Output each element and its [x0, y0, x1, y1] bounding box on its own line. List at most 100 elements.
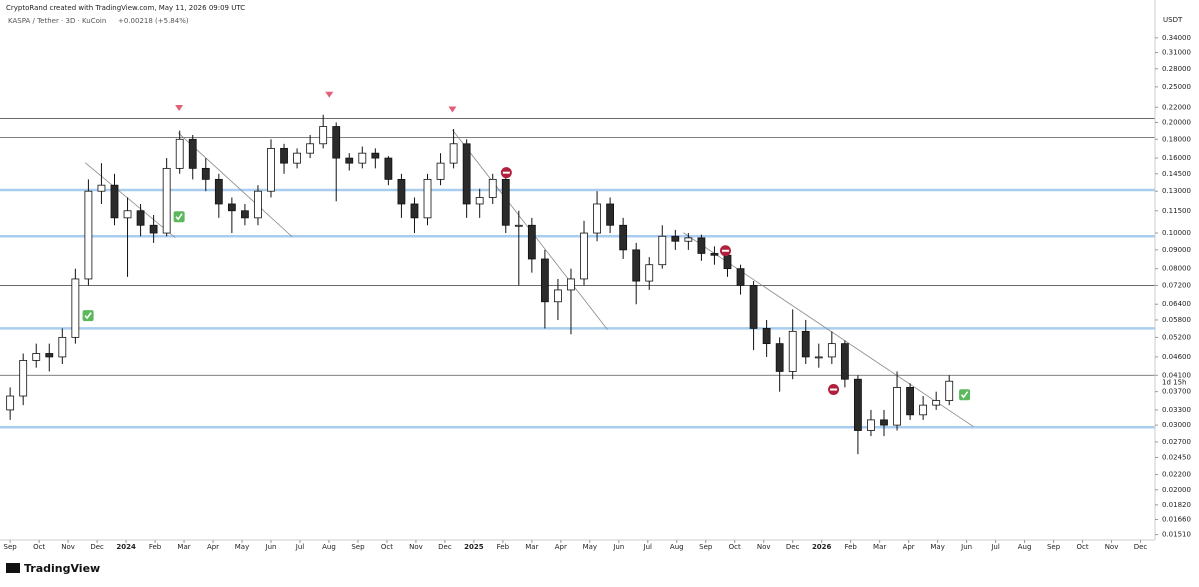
candle-body — [97, 184, 106, 192]
candle-body — [645, 264, 654, 282]
candle-body — [332, 126, 341, 159]
candle-body — [501, 178, 510, 226]
candle-body — [384, 157, 393, 180]
x-tick-label: Jul — [990, 543, 1000, 551]
candle-body — [488, 178, 497, 198]
candle-body — [945, 380, 954, 401]
x-tick-label: Apr — [903, 543, 915, 551]
candle-body — [619, 224, 628, 251]
candle-body — [6, 395, 15, 411]
stop-bar — [502, 171, 510, 174]
y-tick-label: 0.02200 — [1162, 471, 1191, 479]
x-tick-label: Oct — [1076, 543, 1088, 551]
x-tick-label: Mar — [177, 543, 190, 551]
check-tick — [84, 312, 92, 320]
candle-body — [840, 343, 849, 380]
y-unit: USDT — [1163, 16, 1183, 24]
candle-body — [175, 138, 184, 169]
y-tick-label: 0.20000 — [1162, 118, 1191, 126]
y-tick-label: 0.02000 — [1162, 486, 1191, 494]
candle-body — [736, 268, 745, 286]
x-tick-label: Dec — [1134, 543, 1148, 551]
x-tick-label: Sep — [1047, 543, 1061, 551]
candle-body — [762, 328, 771, 345]
x-tick-label: 2024 — [116, 543, 136, 551]
candle-body — [227, 203, 236, 212]
logo-text: TradingView — [24, 562, 100, 575]
x-tick-label: Mar — [525, 543, 538, 551]
x-tick-label: Apr — [555, 543, 567, 551]
x-tick-label: Dec — [438, 543, 452, 551]
countdown: 1d 15h — [1162, 378, 1186, 386]
candle-body — [932, 400, 941, 406]
credit: CryptoRand created with TradingView.com,… — [6, 4, 245, 12]
candle-body — [697, 237, 706, 254]
y-tick-label: 0.13000 — [1162, 187, 1191, 195]
candle-body — [514, 224, 523, 227]
candle-body — [136, 210, 145, 226]
trend-line — [177, 132, 293, 238]
x-tick-label: Jul — [643, 543, 653, 551]
y-tick-label: 0.02700 — [1162, 438, 1191, 446]
candle-body — [580, 232, 588, 280]
candle-body — [345, 157, 354, 164]
y-tick-label: 0.05800 — [1162, 316, 1191, 324]
x-tick-label: Jun — [265, 543, 277, 551]
x-tick-label: Jul — [295, 543, 305, 551]
x-tick-label: Aug — [322, 543, 336, 551]
y-tick-label: 0.08000 — [1162, 265, 1191, 273]
x-tick-label: Sep — [699, 543, 713, 551]
candle-body — [306, 143, 315, 154]
stop-bar — [830, 388, 838, 391]
y-tick-label: 0.31000 — [1162, 49, 1191, 57]
candle-body — [423, 178, 432, 219]
x-tick-label: Sep — [4, 543, 18, 551]
candle-body — [32, 353, 41, 361]
candle-body — [775, 343, 784, 372]
y-tick-label: 0.03000 — [1162, 421, 1191, 429]
candle-body — [201, 167, 210, 180]
candle-body — [436, 162, 445, 180]
candle-body — [58, 336, 67, 358]
candle-body — [867, 419, 875, 431]
x-tick-label: Oct — [729, 543, 741, 551]
candle-body — [801, 330, 810, 358]
x-tick-label: Mar — [873, 543, 886, 551]
candle-body — [123, 210, 132, 219]
x-tick-label: Dec — [786, 543, 800, 551]
x-tick-label: Sep — [351, 543, 365, 551]
candle-body — [410, 203, 419, 219]
candle-body — [110, 184, 119, 219]
x-tick-label: May — [930, 543, 944, 551]
candle-body — [723, 254, 732, 270]
candle-body — [788, 330, 797, 372]
candle-body — [188, 138, 197, 169]
y-tick-label: 0.14500 — [1162, 170, 1191, 178]
candle-body — [684, 237, 693, 242]
candle-body — [19, 360, 28, 397]
price-change: +0.00218 (+5.84%) — [118, 17, 189, 25]
candle-body — [671, 235, 680, 242]
candle-body — [280, 148, 288, 164]
candle-body — [241, 210, 249, 219]
candle-body — [880, 419, 888, 426]
y-tick-label: 0.01820 — [1162, 501, 1191, 509]
y-tick-label: 0.05200 — [1162, 333, 1191, 341]
candle-body — [567, 278, 575, 291]
x-tick-label: Feb — [497, 543, 510, 551]
candle-body — [293, 152, 301, 164]
candle-body — [710, 253, 719, 256]
candle-body — [254, 190, 262, 219]
candle-body — [371, 152, 380, 159]
sell-marker — [175, 105, 184, 112]
candle-body — [749, 285, 758, 329]
x-tick-label: Oct — [381, 543, 393, 551]
x-tick-label: Aug — [1018, 543, 1032, 551]
candle-body — [658, 235, 667, 266]
y-tick-label: 0.03300 — [1162, 406, 1191, 414]
x-tick-label: Jun — [960, 543, 972, 551]
candle-body — [593, 203, 601, 234]
